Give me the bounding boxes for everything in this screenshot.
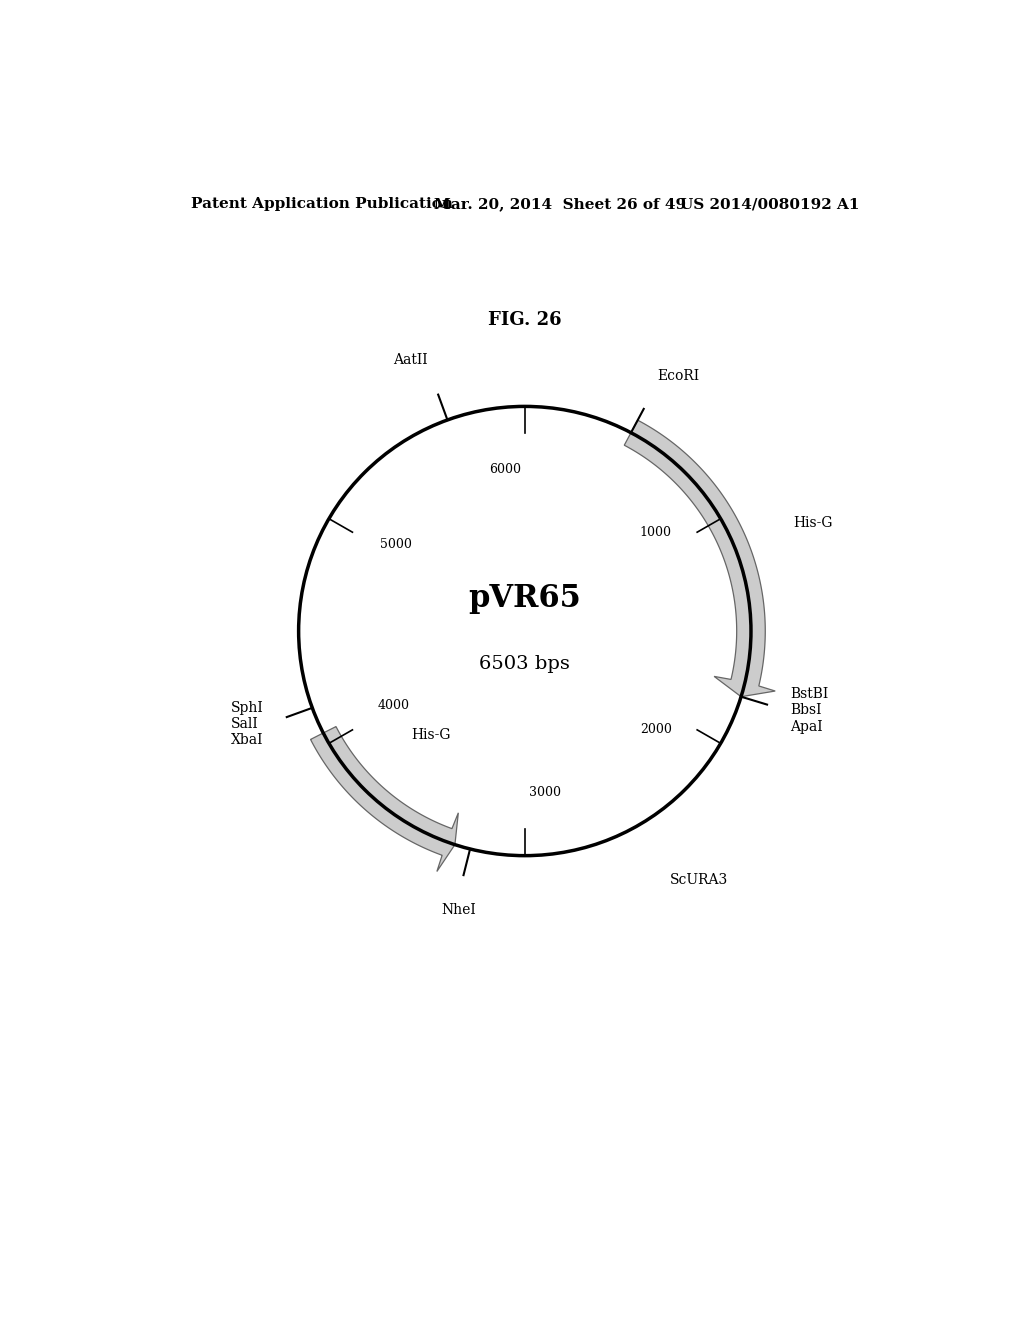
Text: 1000: 1000 xyxy=(640,527,672,540)
Text: BstBI
BbsI
ApaI: BstBI BbsI ApaI xyxy=(791,688,828,734)
Text: 3000: 3000 xyxy=(528,785,561,799)
Text: 4000: 4000 xyxy=(378,700,410,713)
Text: ScURA3: ScURA3 xyxy=(670,873,728,887)
Text: Patent Application Publication: Patent Application Publication xyxy=(191,197,454,211)
Polygon shape xyxy=(310,726,459,871)
Text: 6000: 6000 xyxy=(488,463,521,477)
Text: His-G: His-G xyxy=(412,727,451,742)
Text: 6503 bps: 6503 bps xyxy=(479,655,570,673)
Text: EcoRI: EcoRI xyxy=(657,368,699,383)
Text: Mar. 20, 2014  Sheet 26 of 49: Mar. 20, 2014 Sheet 26 of 49 xyxy=(433,197,686,211)
Text: SphI
SalI
XbaI: SphI SalI XbaI xyxy=(231,701,263,747)
Text: 2000: 2000 xyxy=(640,722,672,735)
Text: 5000: 5000 xyxy=(380,539,413,550)
Text: AatII: AatII xyxy=(392,354,427,367)
Polygon shape xyxy=(625,420,775,697)
Text: FIG. 26: FIG. 26 xyxy=(488,312,561,329)
Text: NheI: NheI xyxy=(441,903,476,917)
Text: pVR65: pVR65 xyxy=(468,583,582,614)
Text: US 2014/0080192 A1: US 2014/0080192 A1 xyxy=(680,197,859,211)
Text: His-G: His-G xyxy=(794,516,833,531)
